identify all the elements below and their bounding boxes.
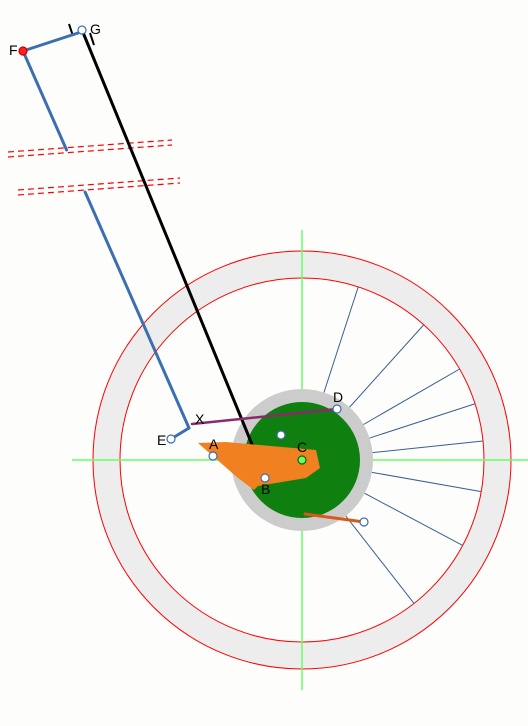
break-mark [8,140,172,152]
diagram-canvas: F G X E A B C D [0,0,528,726]
point-G [78,26,86,34]
label-B: B [261,481,270,497]
label-A: A [209,436,219,452]
label-D: D [333,389,343,405]
rod-blue-upper [23,51,67,150]
point-F [19,47,27,55]
label-G: G [90,21,101,37]
point-lower_end [360,518,368,526]
point-D [333,405,341,413]
break-mark [18,178,180,190]
label-X: X [195,411,205,427]
label-C: C [297,439,307,455]
label-E: E [157,432,166,448]
break-mark [8,145,172,157]
point-A [209,452,217,460]
point-E [167,435,175,443]
point-hub1 [277,431,285,439]
label-F: F [9,42,18,58]
point-C [298,456,306,464]
break-mark [18,183,180,195]
link-FG_horizontal [23,33,78,51]
